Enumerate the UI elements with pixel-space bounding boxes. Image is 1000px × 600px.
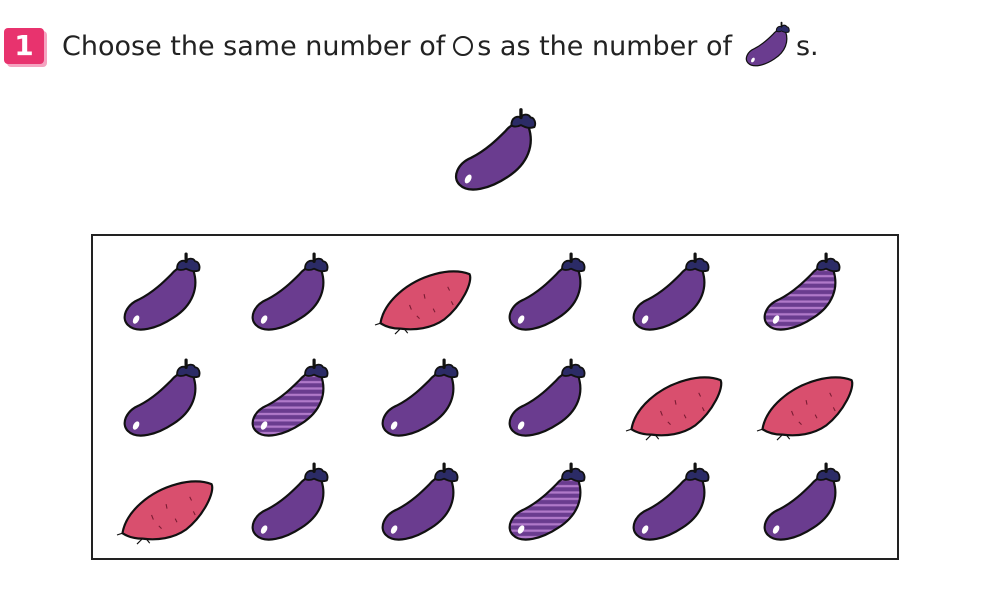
vegetable-grid: [91, 234, 899, 560]
eggplant-icon: [375, 356, 475, 446]
striped-eggplant-icon: [502, 460, 602, 550]
sweet-potato-icon: [625, 356, 726, 446]
eggplant-icon: [502, 250, 602, 340]
question-text-middle: s as the number of: [477, 30, 732, 62]
sweet-potato-icon: [756, 356, 857, 446]
sweet-potato-icon: [374, 250, 475, 340]
eggplant-icon: [626, 460, 726, 550]
eggplant-icon: [117, 250, 217, 340]
eggplant-icon: [375, 460, 475, 550]
question-header: 1 Choose the same number of s as the num…: [0, 0, 1000, 80]
eggplant-icon: [757, 460, 857, 550]
eggplant-icon: [245, 460, 345, 550]
circle-outline-icon: [453, 36, 474, 56]
eggplant-icon: [502, 356, 602, 446]
question-text-after: s.: [795, 30, 819, 62]
striped-eggplant-icon: [757, 250, 857, 340]
question-number-badge: 1: [4, 28, 44, 64]
eggplant-icon: [742, 21, 794, 70]
striped-eggplant-icon: [245, 356, 345, 446]
sample-eggplant: [448, 108, 544, 198]
eggplant-icon: [626, 250, 726, 340]
sweet-potato-icon: [116, 460, 217, 550]
question-text-before: Choose the same number of: [62, 30, 446, 62]
eggplant-icon: [117, 356, 217, 446]
question-text: Choose the same number of s as the numbe…: [62, 21, 819, 67]
eggplant-icon: [245, 250, 345, 340]
